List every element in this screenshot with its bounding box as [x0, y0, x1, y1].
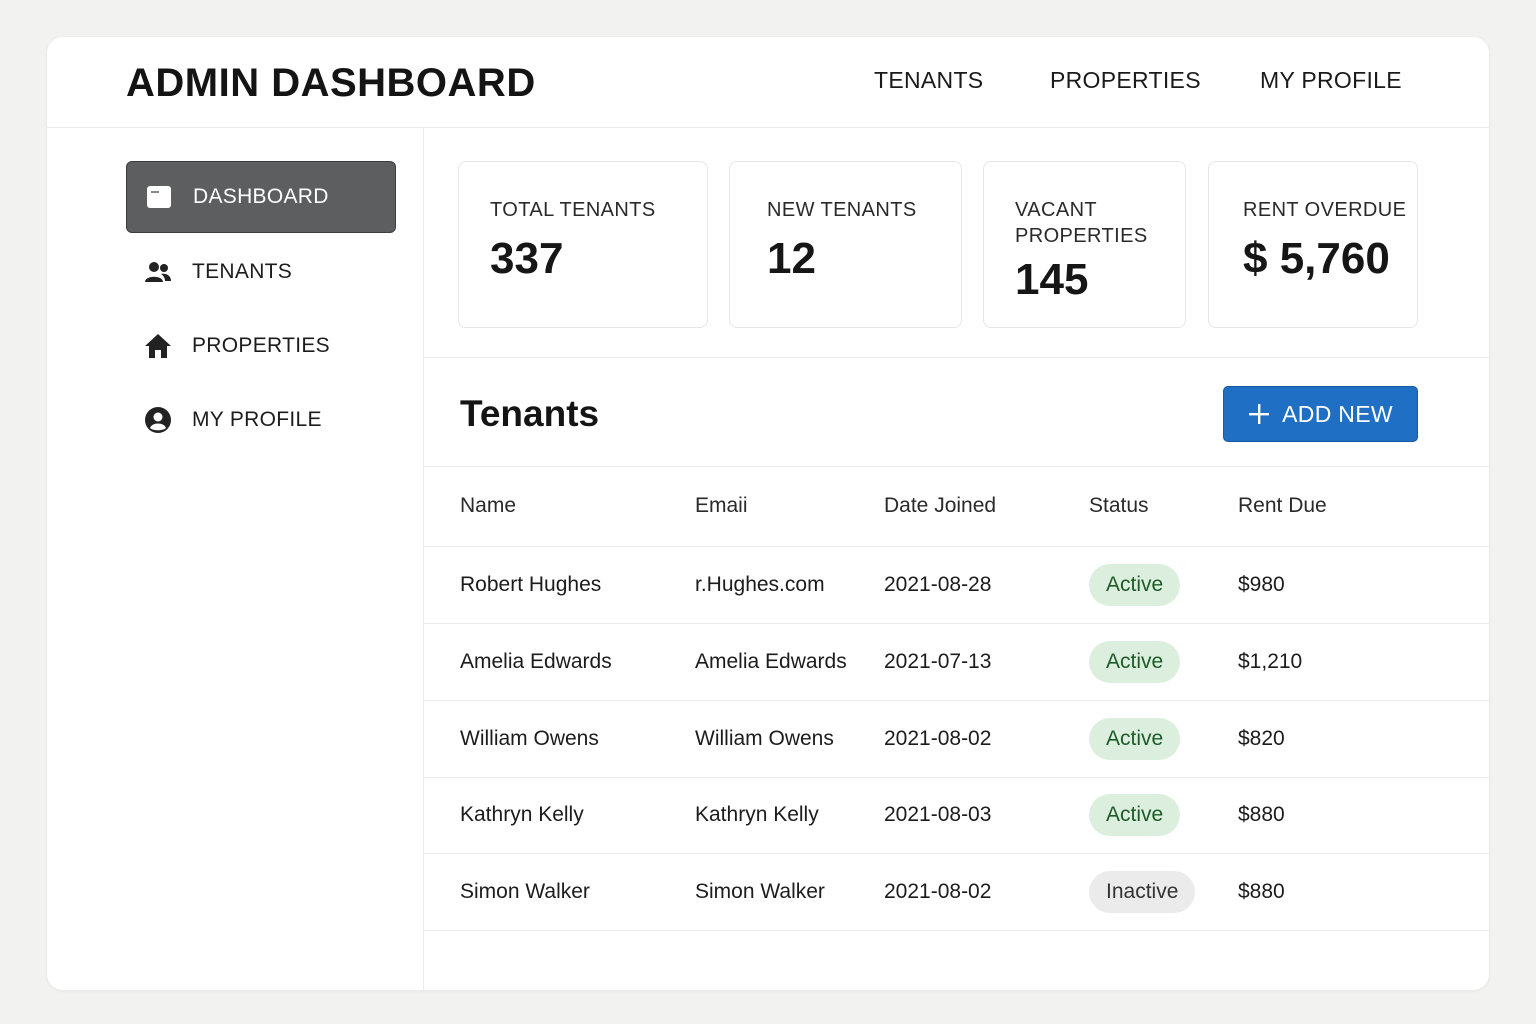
table-row[interactable]: Amelia Edwards Amelia Edwards 2021-07-13… [424, 624, 1489, 701]
status-badge: Active [1089, 641, 1181, 683]
cell-rent: $820 [1238, 727, 1285, 750]
cell-email: Amelia Edwards [695, 650, 847, 673]
divider [424, 546, 1489, 547]
top-nav-tenants[interactable]: TENANTS [874, 67, 984, 93]
column-header-name[interactable]: Name [460, 494, 517, 517]
stat-label: VACANT PROPERTIES [1015, 199, 1148, 247]
column-header-rent-due[interactable]: Rent Due [1238, 494, 1327, 517]
home-icon [144, 332, 172, 360]
cell-date: 2021-08-03 [884, 803, 992, 826]
status-badge: Active [1089, 718, 1181, 760]
cell-name: William Owens [460, 727, 599, 750]
cell-name: Amelia Edwards [460, 650, 612, 673]
cell-name: Robert Hughes [460, 573, 602, 596]
cell-rent: $880 [1238, 803, 1285, 826]
top-nav-properties[interactable]: PROPERTIES [1050, 67, 1201, 93]
plus-icon [1248, 403, 1270, 425]
top-bar: ADMIN DASHBOARD TENANTS PROPERTIES MY PR… [47, 37, 1489, 128]
column-header-email[interactable]: Emaii [695, 494, 748, 517]
cell-date: 2021-08-28 [884, 573, 992, 596]
stat-value: 12 [767, 234, 816, 283]
dashboard-icon [145, 183, 173, 211]
section-title: Tenants [460, 393, 600, 434]
stat-value: 145 [1015, 255, 1089, 304]
cell-date: 2021-08-02 [884, 727, 992, 750]
app-title: ADMIN DASHBOARD [126, 61, 536, 105]
stat-card-total-tenants: TOTAL TENANTS 337 [458, 161, 708, 328]
cell-name: Simon Walker [460, 880, 590, 903]
table-row[interactable]: Kathryn Kelly Kathryn Kelly 2021-08-03 A… [424, 777, 1489, 854]
profile-icon [144, 406, 172, 434]
status-badge: Inactive [1089, 871, 1196, 913]
stat-label: NEW TENANTS [767, 199, 917, 221]
divider [424, 466, 1489, 467]
sidebar-item-label: DASHBOARD [193, 185, 329, 208]
cell-email: William Owens [695, 727, 834, 750]
users-icon [144, 258, 172, 286]
stat-value: 337 [490, 234, 564, 283]
status-badge: Active [1089, 794, 1181, 836]
cell-date: 2021-07-13 [884, 650, 992, 673]
add-new-label: ADD NEW [1282, 400, 1393, 427]
stat-value: $ 5,760 [1243, 234, 1390, 283]
stat-label: RENT OVERDUE [1243, 199, 1407, 221]
cell-email: r.Hughes.com [695, 573, 825, 596]
cell-rent: $880 [1238, 880, 1285, 903]
table-row[interactable]: Robert Hughes r.Hughes.com 2021-08-28 Ac… [424, 547, 1489, 624]
cell-name: Kathryn Kelly [460, 803, 584, 826]
top-nav-my-profile[interactable]: MY PROFILE [1260, 67, 1402, 93]
stat-label: TOTAL TENANTS [490, 199, 656, 221]
table-row[interactable]: Simon Walker Simon Walker 2021-08-02 Ina… [424, 854, 1489, 931]
sidebar-item-properties[interactable]: PROPERTIES [126, 310, 396, 382]
sidebar-item-label: TENANTS [192, 260, 293, 283]
divider [424, 357, 1489, 358]
status-badge: Active [1089, 564, 1181, 606]
dashboard-card: ADMIN DASHBOARD TENANTS PROPERTIES MY PR… [47, 37, 1489, 990]
sidebar-item-my-profile[interactable]: MY PROFILE [126, 384, 396, 456]
column-header-date-joined[interactable]: Date Joined [884, 494, 997, 517]
sidebar-item-tenants[interactable]: TENANTS [126, 236, 396, 308]
cell-email: Kathryn Kelly [695, 803, 819, 826]
sidebar-item-dashboard[interactable]: DASHBOARD [126, 161, 396, 233]
sidebar-item-label: MY PROFILE [192, 408, 322, 431]
stat-card-new-tenants: NEW TENANTS 12 [729, 161, 962, 328]
sidebar-item-label: PROPERTIES [192, 334, 330, 357]
cell-rent: $980 [1238, 573, 1285, 596]
stat-card-rent-overdue: RENT OVERDUE $ 5,760 [1208, 161, 1418, 328]
column-header-status[interactable]: Status [1089, 494, 1149, 517]
sidebar: DASHBOARD TENANTS PROPERTIES [47, 128, 424, 990]
table-row[interactable]: William Owens William Owens 2021-08-02 A… [424, 701, 1489, 778]
cell-rent: $1,210 [1238, 650, 1303, 673]
cell-date: 2021-08-02 [884, 880, 992, 903]
cell-email: Simon Walker [695, 880, 825, 903]
stat-card-vacant-properties: VACANT PROPERTIES 145 [983, 161, 1186, 328]
add-new-button[interactable]: ADD NEW [1223, 386, 1418, 442]
